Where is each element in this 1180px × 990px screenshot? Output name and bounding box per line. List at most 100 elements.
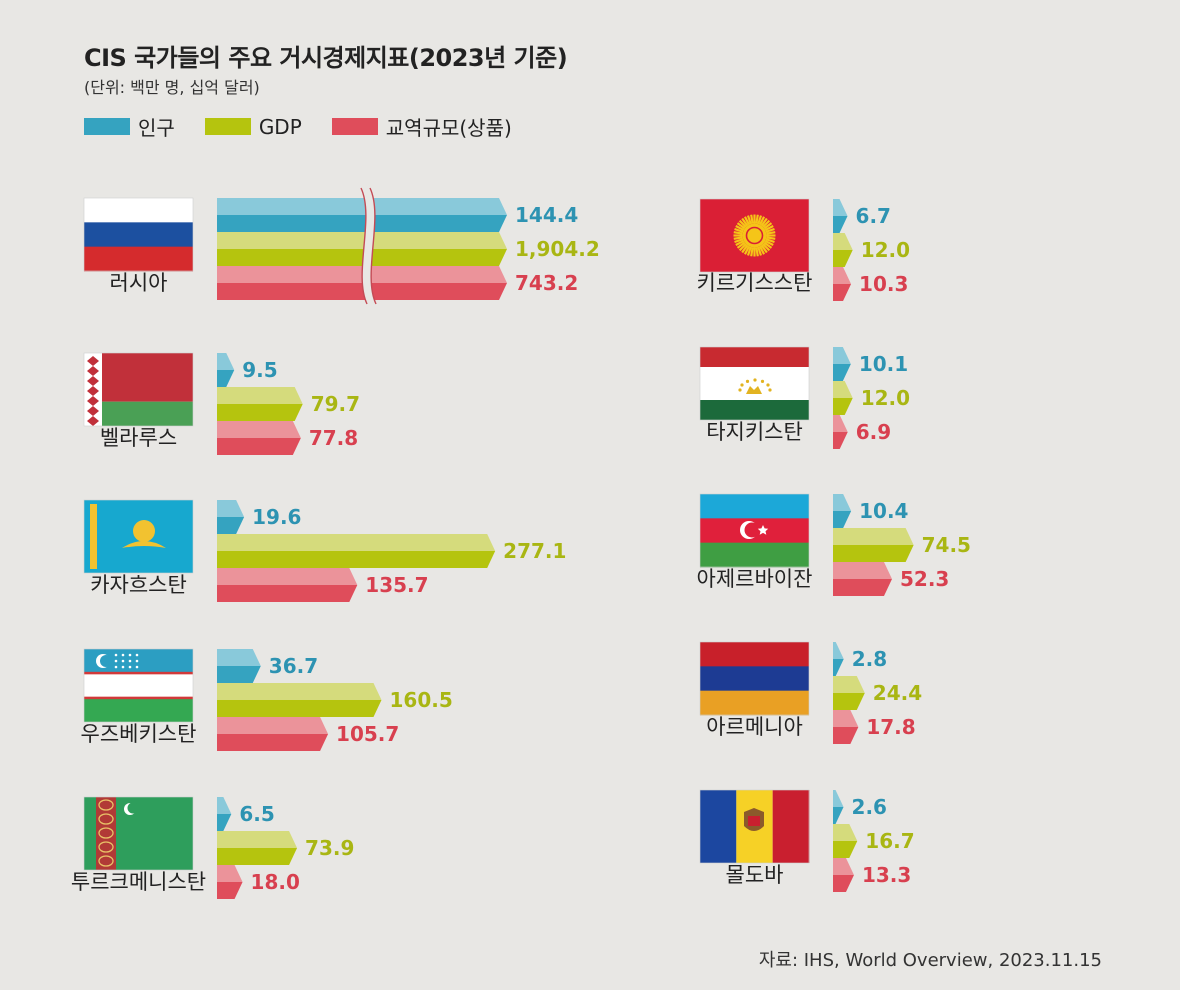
bar-trade xyxy=(833,415,848,449)
value-label-gdp: 1,904.2 xyxy=(515,237,600,261)
flag-sun-ray xyxy=(736,241,746,249)
bar-trade-top xyxy=(217,421,301,438)
bar-population xyxy=(217,500,245,534)
bar-gdp-bottom xyxy=(833,693,865,710)
value-label-trade: 18.0 xyxy=(251,870,300,894)
legend-swatch-gdp xyxy=(204,118,251,135)
flag-star xyxy=(128,665,132,669)
value-label-population: 9.5 xyxy=(242,358,277,382)
country-name: 아르메니아 xyxy=(706,715,803,739)
flag-star xyxy=(128,653,132,657)
bar-gdp-top xyxy=(833,824,858,841)
bar-population-bottom xyxy=(833,511,852,528)
flag-crown xyxy=(746,386,762,394)
flag-border xyxy=(699,789,810,864)
bar-trade-bottom xyxy=(217,882,243,899)
country-group-kyrgyzstan: 키르기스스탄 6.7 12.0 10.3 xyxy=(697,198,910,301)
bar-population-bottom xyxy=(217,370,235,387)
flag-crescent-cut xyxy=(100,655,112,667)
flag-moldova xyxy=(699,789,810,864)
bar-gdp-bottom xyxy=(833,250,853,267)
flag-border xyxy=(83,352,194,427)
flag-star xyxy=(753,378,757,382)
bar-gdp-top xyxy=(833,233,853,250)
flag-ornament-diamond xyxy=(87,376,99,386)
value-label-gdp: 12.0 xyxy=(861,238,910,262)
bar-gdp-bottom xyxy=(833,545,914,562)
flag-star xyxy=(135,653,139,657)
legend-item-trade: 교역규모(상품) xyxy=(331,112,512,141)
bar-trade xyxy=(833,267,852,301)
bar-gdp xyxy=(217,534,496,568)
flag-sun-ray xyxy=(750,247,754,257)
bar-gdp xyxy=(217,683,382,717)
bar-trade-top xyxy=(833,710,859,727)
bar-gdp-top xyxy=(217,534,496,551)
flag-border xyxy=(699,198,810,273)
bar-population xyxy=(217,649,261,683)
flag-shield xyxy=(748,816,760,826)
legend-item-gdp: GDP xyxy=(204,115,302,139)
value-label-gdp: 160.5 xyxy=(389,688,452,712)
flag-ornament-diamond xyxy=(87,386,99,396)
flag-star xyxy=(766,383,770,387)
flag-crescent-cut xyxy=(744,522,760,538)
flag-stripe xyxy=(700,642,809,667)
bar-trade xyxy=(833,562,892,596)
value-label-trade: 77.8 xyxy=(309,426,358,450)
flag-sun-ray xyxy=(741,244,749,254)
value-label-trade: 743.2 xyxy=(515,271,578,295)
flag-green-band xyxy=(700,400,809,420)
flag-turkmenistan xyxy=(83,796,194,871)
bar-population-top xyxy=(217,500,245,517)
flag-gul xyxy=(98,841,114,853)
flag-crescent-cut xyxy=(127,802,139,814)
country-group-uzbekistan: 우즈베키스탄 36.7 160.5 105.7 xyxy=(81,648,453,751)
flag-border xyxy=(83,796,194,871)
flag-stripe xyxy=(84,222,193,248)
bar-trade xyxy=(833,858,854,892)
country-group-armenia: 아르메니아 2.8 24.4 17.8 xyxy=(699,641,922,744)
flag-star xyxy=(114,659,118,663)
flag-white-band xyxy=(84,673,193,698)
flag-stripe xyxy=(700,494,809,519)
flag-star xyxy=(738,388,742,392)
bar-gdp-top xyxy=(833,528,914,545)
value-label-population: 10.1 xyxy=(859,352,908,376)
value-label-trade: 6.9 xyxy=(856,420,891,444)
value-label-population: 10.4 xyxy=(859,499,908,523)
flag-star xyxy=(114,653,118,657)
flag-ornament-diamond xyxy=(87,416,99,426)
flag-red-line xyxy=(84,671,193,675)
bar-gdp xyxy=(833,528,914,562)
flag-ornament-diamond xyxy=(87,406,99,416)
value-label-trade: 13.3 xyxy=(862,863,911,887)
flag-stripe xyxy=(700,690,809,716)
bar-trade-bottom xyxy=(833,875,854,892)
bar-trade-top xyxy=(217,717,329,734)
bar-trade xyxy=(833,710,859,744)
bar-gdp-bottom xyxy=(833,841,858,858)
flag-sun-ray xyxy=(758,245,766,255)
flag-russia xyxy=(83,197,194,272)
country-name: 아제르바이잔 xyxy=(697,567,813,591)
flag-sun-ray xyxy=(743,245,751,255)
country-group-azerbaijan: 아제르바이잔 10.4 74.5 52.3 xyxy=(697,493,971,596)
flag-green-band xyxy=(84,401,193,426)
flag-red-band xyxy=(772,790,810,863)
flag-sun-ray xyxy=(741,217,749,227)
flag-ornament xyxy=(90,504,97,569)
flag-star xyxy=(128,659,132,663)
flag-sun-ray xyxy=(763,222,773,230)
bar-gdp-bottom xyxy=(217,551,496,568)
bar-trade-top xyxy=(217,865,243,882)
flag-star xyxy=(768,388,772,392)
flag-star xyxy=(121,659,125,663)
legend-swatch-trade xyxy=(331,118,378,135)
bar-population-top xyxy=(217,353,235,370)
flag-sun-ray xyxy=(738,219,747,228)
flag-sun-ray xyxy=(764,224,774,232)
flag-stripe xyxy=(84,246,193,272)
bar-population-bottom xyxy=(833,807,844,824)
flag-sun-ray xyxy=(765,227,775,233)
